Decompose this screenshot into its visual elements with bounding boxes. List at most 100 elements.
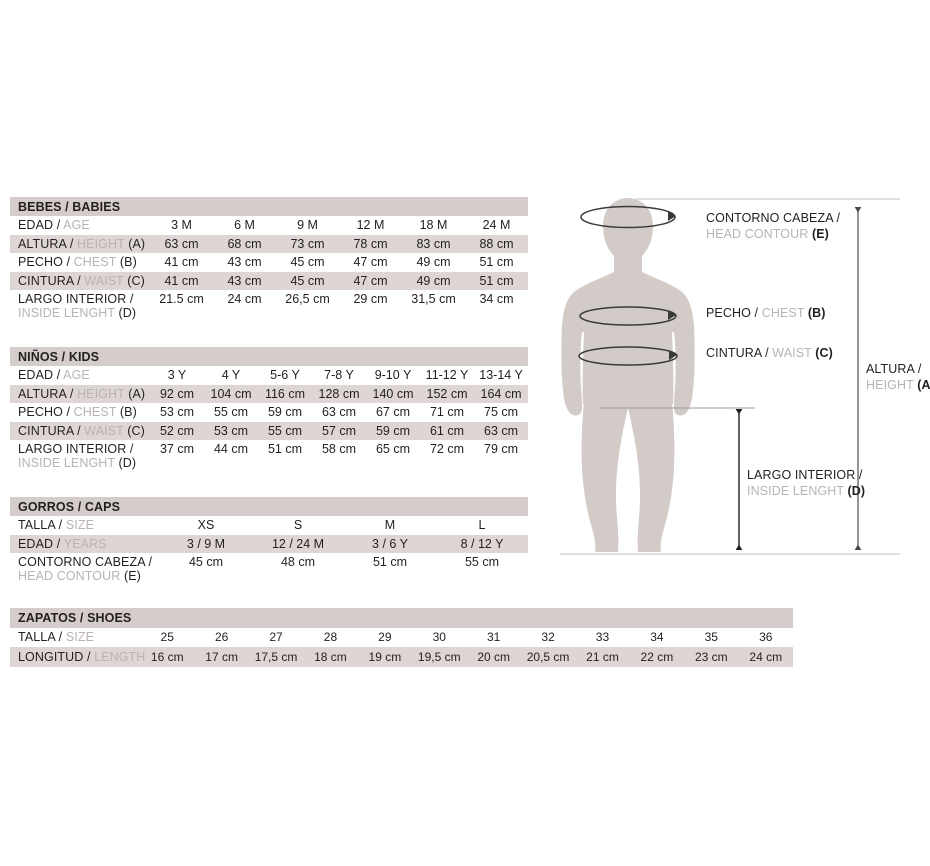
measurement-figure (540, 190, 930, 570)
cell: 7-8 Y (312, 366, 366, 385)
height-arrow-caps (854, 207, 862, 550)
cell: 49 cm (402, 253, 465, 272)
table-row: TALLA / SIZE 25 26 27 28 29 30 31 32 33 … (10, 627, 793, 647)
cell: 26,5 cm (276, 290, 339, 323)
cell: 20,5 cm (520, 647, 576, 667)
cell: 31,5 cm (402, 290, 465, 323)
waist-contour-ellipse-icon (578, 346, 678, 366)
cell: 11-12 Y (420, 366, 474, 385)
cell: 75 cm (474, 403, 529, 422)
cell: 65 cm (366, 440, 420, 473)
annotation-head-contour: CONTORNO CABEZA / HEAD CONTOUR (E) (706, 211, 841, 241)
cell: 51 cm (344, 553, 436, 586)
cell: 51 cm (465, 253, 528, 272)
cell: 16 cm (140, 647, 195, 667)
cell: 12 / 24 M (252, 534, 344, 554)
cell: 55 cm (258, 421, 312, 441)
table-row: EDAD / YEARS 3 / 9 M 12 / 24 M 3 / 6 Y 8… (10, 534, 529, 554)
cell: 34 cm (465, 290, 528, 323)
cell: 24 cm (213, 290, 276, 323)
section-title-babies: BEBES / BABIES (10, 197, 528, 216)
cell: 61 cm (420, 421, 474, 441)
cell: 3 / 9 M (160, 534, 252, 554)
cell: 152 cm (420, 384, 474, 404)
cell: 78 cm (339, 234, 402, 254)
cell: 20 cm (466, 647, 521, 667)
cell: 21 cm (575, 647, 630, 667)
table-row: ALTURA / HEIGHT (A) 63 cm 68 cm 73 cm 78… (10, 234, 528, 254)
cell: 51 cm (258, 440, 312, 473)
table-row: CINTURA / WAIST (C) 52 cm 53 cm 55 cm 57… (10, 421, 529, 441)
cell: 104 cm (204, 384, 258, 404)
cell: 18 M (402, 216, 465, 235)
cell: 67 cm (366, 403, 420, 422)
cell: 43 cm (213, 253, 276, 272)
annotation-inside-length: LARGO INTERIOR / INSIDE LENGHT (D) (747, 468, 866, 498)
table-section-header: GORROS / CAPS (10, 497, 529, 516)
cell: 34 (629, 627, 685, 647)
annotation-waist: CINTURA / WAIST (C) (706, 346, 833, 360)
table-row: PECHO / CHEST (B) 41 cm 43 cm 45 cm 47 c… (10, 253, 528, 272)
table-row: CINTURA / WAIST (C) 41 cm 43 cm 45 cm 47… (10, 271, 528, 291)
cell: 9 M (276, 216, 339, 235)
row-label-pecho: PECHO / CHEST (B) (10, 253, 150, 272)
cell: 59 cm (366, 421, 420, 441)
cell: 55 cm (204, 403, 258, 422)
row-label-altura: ALTURA / HEIGHT (A) (10, 234, 150, 254)
table-section-header: ZAPATOS / SHOES (10, 608, 793, 628)
row-label-edad: EDAD / AGE (10, 366, 150, 385)
cell: 8 / 12 Y (436, 534, 529, 554)
cell: 73 cm (276, 234, 339, 254)
table-row: CONTORNO CABEZA / HEAD CONTOUR (E) 45 cm … (10, 553, 529, 586)
cell: 13-14 Y (474, 366, 529, 385)
cell: 79 cm (474, 440, 529, 473)
row-label-pecho: PECHO / CHEST (B) (10, 403, 150, 422)
cell: 128 cm (312, 384, 366, 404)
row-label-longitud: LONGITUD / LENGTH (10, 647, 145, 667)
cell: 12 M (339, 216, 402, 235)
cell: 49 cm (402, 271, 465, 291)
cell: 29 (357, 627, 413, 647)
row-label-cintura: CINTURA / WAIST (C) (10, 271, 150, 291)
cell: 21.5 cm (150, 290, 213, 323)
cell: 92 cm (150, 384, 204, 404)
row-label-edad: EDAD / AGE (10, 216, 150, 235)
cell: 53 cm (204, 421, 258, 441)
cell: 58 cm (312, 440, 366, 473)
table-row: ALTURA / HEIGHT (A) 92 cm 104 cm 116 cm … (10, 384, 529, 404)
cell: 29 cm (339, 290, 402, 323)
cell: 140 cm (366, 384, 420, 404)
table-row: TALLA / SIZE XS S M L (10, 516, 529, 535)
cell: 116 cm (258, 384, 312, 404)
cell: 26 (194, 627, 249, 647)
section-title-sep: / (61, 199, 73, 214)
cell: 22 cm (629, 647, 685, 667)
row-label-talla: TALLA / SIZE (10, 516, 160, 535)
cell: 41 cm (150, 253, 213, 272)
table-section-header: BEBES / BABIES (10, 197, 528, 216)
cell: 52 cm (150, 421, 204, 441)
cell: 5-6 Y (258, 366, 312, 385)
annotation-chest: PECHO / CHEST (B) (706, 306, 826, 320)
row-label-talla: TALLA / SIZE (10, 627, 141, 647)
cell: 35 (684, 627, 739, 647)
cell: 23 cm (684, 647, 739, 667)
cell: 44 cm (204, 440, 258, 473)
row-label-largo-interior: LARGO INTERIOR / INSIDE LENGHT (D) (10, 290, 150, 323)
size-table-caps: GORROS / CAPS TALLA / SIZE XS S M L EDAD… (10, 497, 529, 586)
cell: 51 cm (465, 271, 528, 291)
cell: 3 M (150, 216, 213, 235)
row-label-largo-interior: LARGO INTERIOR / INSIDE LENGHT (D) (10, 440, 150, 473)
cell: 36 (738, 627, 793, 647)
cell: M (344, 516, 436, 535)
cell: 68 cm (213, 234, 276, 254)
cell: 45 cm (276, 253, 339, 272)
row-label-edad: EDAD / YEARS (10, 534, 160, 554)
section-title-es: BEBES (18, 199, 62, 214)
cell: 55 cm (436, 553, 529, 586)
cell: 3 Y (150, 366, 204, 385)
cell: 32 (520, 627, 576, 647)
table-row: EDAD / AGE 3 M 6 M 9 M 12 M 18 M 24 M (10, 216, 528, 235)
section-title-en: BABIES (72, 199, 121, 214)
child-silhouette-icon (561, 198, 695, 552)
